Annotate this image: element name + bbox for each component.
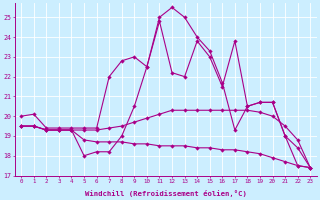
- X-axis label: Windchill (Refroidissement éolien,°C): Windchill (Refroidissement éolien,°C): [85, 190, 247, 197]
